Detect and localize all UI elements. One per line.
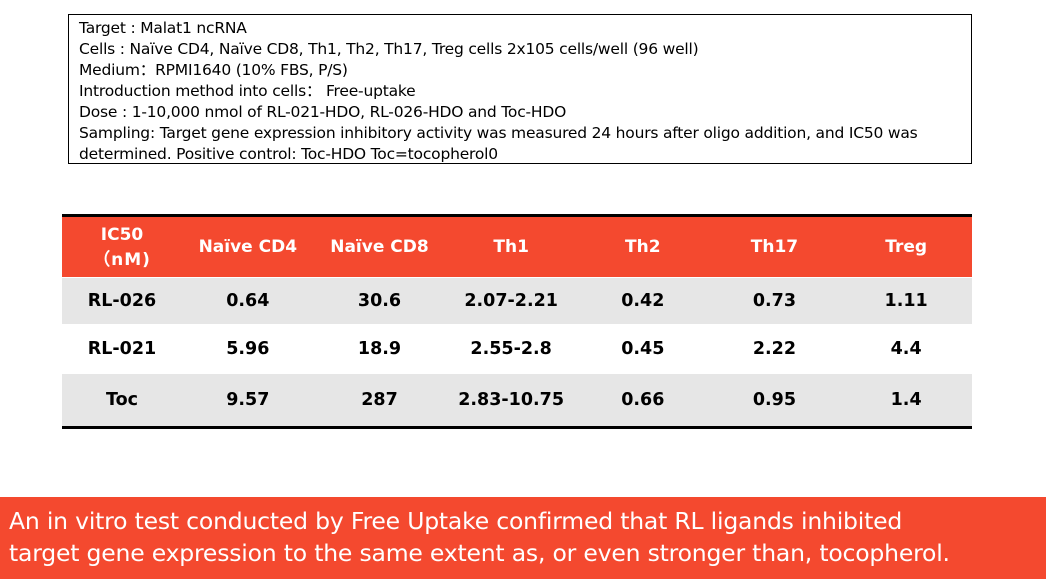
- table-row: Toc 9.57 287 2.83-10.75 0.66 0.95 1.4: [62, 373, 972, 429]
- ic50-table: IC50 （nM) Naïve CD4 Naïve CD8 Th1 Th2 Th…: [62, 214, 972, 429]
- ic50-header-cell: IC50 （nM): [62, 214, 182, 278]
- experiment-info-box: Target : Malat1 ncRNA Cells : Naïve CD4,…: [68, 14, 972, 164]
- row-label: Toc: [62, 373, 182, 429]
- row-label: RL-026: [62, 277, 182, 324]
- table-cell: 0.45: [621, 338, 665, 359]
- info-target: Target : Malat1 ncRNA: [79, 19, 247, 37]
- column-header-naive-cd4: Naïve CD4: [182, 214, 314, 278]
- table-cell: 2.83-10.75: [445, 373, 577, 429]
- table-cell: 0.64: [182, 277, 314, 324]
- table-cell: 1.4: [840, 373, 972, 429]
- info-introduction-method: Introduction method into cells： Free-upt…: [79, 82, 416, 100]
- column-header-th17: Th17: [708, 214, 841, 278]
- info-medium: Medium：RPMI1640 (10% FBS, P/S): [79, 61, 348, 79]
- table-cell: 2.22: [752, 338, 797, 359]
- table-cell: 5.96: [226, 338, 270, 359]
- ic50-header-label: IC50: [100, 224, 144, 245]
- column-header-naive-cd8: Naïve CD8: [313, 214, 446, 278]
- info-sampling: Sampling: Target gene expression inhibit…: [79, 124, 918, 142]
- table-cell: 2.07-2.21: [445, 277, 577, 324]
- table-cell: 0.95: [708, 373, 841, 429]
- row-label: RL-021: [87, 338, 157, 359]
- info-cells: Cells : Naïve CD4, Naïve CD8, Th1, Th2, …: [79, 40, 699, 58]
- conclusion-line-2: target gene expression to the same exten…: [9, 539, 950, 567]
- table-cell: 0.42: [576, 277, 709, 324]
- conclusion-line-1: An in vitro test conducted by Free Uptak…: [9, 507, 903, 535]
- info-sampling-cont: determined. Positive control: Toc-HDO To…: [79, 145, 498, 163]
- table-cell: 9.57: [182, 373, 314, 429]
- table-cell: 287: [313, 373, 446, 429]
- column-header-treg: Treg: [840, 214, 972, 278]
- table-header-row: IC50 （nM) Naïve CD4 Naïve CD8 Th1 Th2 Th…: [62, 214, 972, 278]
- table-row: RL-021 5.96 18.9 2.55-2.8 0.45 2.22 4.4: [62, 323, 972, 374]
- table-cell: 0.73: [708, 277, 841, 324]
- column-header-th2: Th2: [576, 214, 709, 278]
- table-cell: 18.9: [357, 338, 402, 359]
- ic50-table-container: IC50 （nM) Naïve CD4 Naïve CD8 Th1 Th2 Th…: [62, 214, 972, 429]
- table-cell: 1.11: [840, 277, 972, 324]
- table-row: RL-026 0.64 30.6 2.07-2.21 0.42 0.73 1.1…: [62, 277, 972, 324]
- conclusion-banner: An in vitro test conducted by Free Uptak…: [0, 497, 1046, 579]
- table-cell: 0.66: [576, 373, 709, 429]
- column-header-th1: Th1: [445, 214, 577, 278]
- info-dose: Dose : 1-10,000 nmol of RL-021-HDO, RL-0…: [79, 103, 567, 121]
- table-cell: 30.6: [313, 277, 446, 324]
- table-cell: 2.55-2.8: [470, 338, 552, 359]
- table-cell: 4.4: [890, 338, 922, 359]
- ic50-header-unit: （nM): [93, 249, 151, 270]
